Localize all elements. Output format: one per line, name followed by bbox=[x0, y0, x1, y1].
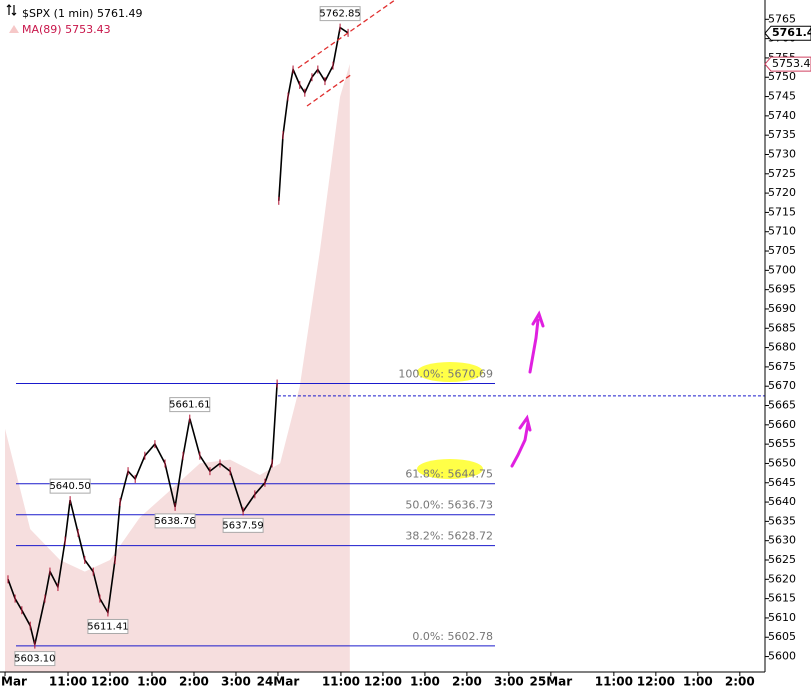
price-tag bbox=[764, 56, 811, 72]
y-tick-label: 5645 bbox=[768, 476, 796, 489]
y-tick-label: 5740 bbox=[768, 109, 796, 122]
x-tick-label: 2:00 bbox=[452, 675, 482, 689]
price-tag-label: 5753.4 bbox=[772, 57, 811, 70]
x-tick-label: 1:00 bbox=[137, 675, 167, 689]
x-tick-label: 24Mar bbox=[257, 675, 300, 689]
legend-entry: MA(89) 5753.43 bbox=[22, 23, 111, 36]
y-tick-label: 5655 bbox=[768, 437, 796, 450]
price-label-box bbox=[49, 478, 91, 494]
y-tick-label: 5735 bbox=[768, 128, 796, 141]
y-tick-label: 5620 bbox=[768, 572, 796, 585]
price-label: 5637.59 bbox=[222, 520, 263, 531]
y-tick-label: 5690 bbox=[768, 302, 796, 315]
highlight bbox=[417, 362, 483, 382]
x-tick-label: 12:00 bbox=[637, 675, 675, 689]
fib-label: 50.0%: 5636.73 bbox=[405, 499, 493, 512]
y-tick-label: 5665 bbox=[768, 399, 796, 412]
y-tick-label: 5710 bbox=[768, 225, 796, 238]
y-tick-label: 5745 bbox=[768, 90, 796, 103]
price-line bbox=[7, 383, 278, 645]
fib-label: 38.2%: 5628.72 bbox=[405, 530, 493, 543]
y-tick-label: 5700 bbox=[768, 263, 796, 276]
y-tick-label: 5615 bbox=[768, 592, 796, 605]
price-tag-label: 5761.4 bbox=[772, 26, 811, 39]
y-tick-label: 5715 bbox=[768, 205, 796, 218]
price-label-box bbox=[14, 651, 56, 667]
y-tick-label: 5605 bbox=[768, 630, 796, 643]
x-tick-label: 25Mar bbox=[530, 675, 573, 689]
highlight bbox=[417, 459, 483, 479]
y-tick-label: 5670 bbox=[768, 379, 796, 392]
title-icon bbox=[6, 4, 17, 16]
fib-label: 100.0%: 5670.69 bbox=[398, 368, 493, 381]
price-label: 5603.10 bbox=[14, 654, 55, 665]
price-label: 5640.50 bbox=[49, 481, 90, 492]
price-label-box bbox=[87, 618, 129, 634]
x-tick-label: 1:00 bbox=[410, 675, 440, 689]
price-label-box bbox=[169, 397, 211, 413]
y-tick-label: 5750 bbox=[768, 70, 796, 83]
x-tick-label: Mar bbox=[1, 675, 27, 689]
y-tick-label: 5610 bbox=[768, 611, 796, 624]
x-tick-label: 2:00 bbox=[179, 675, 209, 689]
legend-icon bbox=[9, 25, 19, 33]
y-tick-label: 5680 bbox=[768, 341, 796, 354]
y-tick-label: 5600 bbox=[768, 650, 796, 663]
x-tick-label: 11:00 bbox=[322, 675, 360, 689]
price-label: 5638.76 bbox=[154, 516, 195, 527]
y-tick-label: 5640 bbox=[768, 495, 796, 508]
price-line bbox=[278, 26, 349, 201]
x-tick-label: 12:00 bbox=[364, 675, 402, 689]
y-tick-label: 5625 bbox=[768, 553, 796, 566]
y-tick-label: 5635 bbox=[768, 514, 796, 527]
y-tick-label: 5675 bbox=[768, 360, 796, 373]
price-label: 5611.41 bbox=[87, 621, 128, 632]
price-label-box bbox=[319, 6, 361, 22]
price-label: 5762.85 bbox=[319, 9, 360, 20]
trend-line bbox=[306, 73, 353, 107]
y-tick-label: 5650 bbox=[768, 456, 796, 469]
y-tick-label: 5765 bbox=[768, 12, 796, 25]
price-label: 5661.61 bbox=[169, 400, 210, 411]
x-tick-label: 12:00 bbox=[91, 675, 129, 689]
y-tick-label: 5630 bbox=[768, 534, 796, 547]
y-tick-label: 5730 bbox=[768, 147, 796, 160]
fib-label: 61.8%: 5644.75 bbox=[405, 468, 493, 481]
x-tick-label: 1:00 bbox=[683, 675, 713, 689]
overlay: 100.0%: 5670.69 61.8%: 5644.75 50.0%: 5636… bbox=[7, 6, 493, 667]
x-tick-label: 3:00 bbox=[221, 675, 251, 689]
arrow-drawing bbox=[528, 310, 545, 374]
x-tick-label: 11:00 bbox=[49, 675, 87, 689]
trend-line bbox=[297, 0, 396, 69]
price-tag bbox=[764, 25, 811, 41]
y-tick-label: 5720 bbox=[768, 186, 796, 199]
y-tick-label: 5725 bbox=[768, 167, 796, 180]
price-label-box bbox=[222, 517, 264, 533]
y-tick-label: 5695 bbox=[768, 283, 796, 296]
y-tick-label: 5685 bbox=[768, 321, 796, 334]
arrow-drawing bbox=[510, 414, 532, 468]
x-tick-label: 11:00 bbox=[595, 675, 633, 689]
chart-title: $SPX (1 min) 5761.49 bbox=[22, 7, 142, 20]
x-tick-label: 3:00 bbox=[494, 675, 524, 689]
fib-label: 0.0%: 5602.78 bbox=[412, 630, 493, 643]
price-label-box bbox=[154, 513, 196, 529]
y-tick-label: 5660 bbox=[768, 418, 796, 431]
y-tick-label: 5705 bbox=[768, 244, 796, 257]
x-tick-label: 2:00 bbox=[725, 675, 755, 689]
